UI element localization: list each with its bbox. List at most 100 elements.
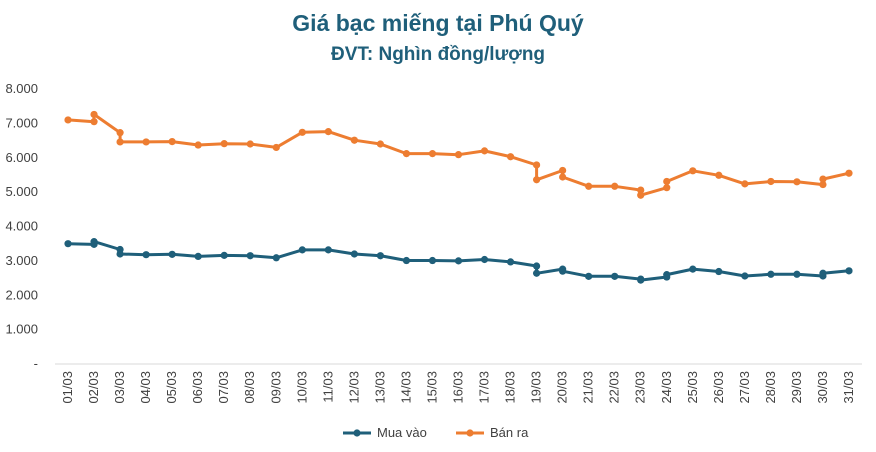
data-point [428,150,437,158]
data-point [559,267,567,275]
data-point [220,140,228,148]
data-point [663,177,671,186]
data-point [376,140,385,148]
data-point [116,138,124,146]
legend-label: Mua vào [377,425,427,440]
data-point [767,177,775,186]
data-point [480,147,489,155]
data-point [585,182,593,190]
x-tick-label: 14/03 [398,371,413,404]
chart-subtitle: ĐVT: Nghìn đồng/lượng [330,44,546,65]
data-point [506,153,515,161]
data-point [272,254,280,262]
data-point [90,118,98,126]
x-tick-label: 10/03 [294,371,309,404]
data-point [350,136,358,144]
data-point [90,238,98,246]
data-point [402,150,411,158]
data-point [663,271,671,279]
y-tick-label: 6.000 [5,150,38,165]
data-point [819,180,827,189]
x-tick-label: 07/03 [216,371,231,404]
x-tick-label: 28/03 [763,371,778,404]
x-tick-label: 26/03 [711,371,726,404]
x-tick-label: 31/03 [841,371,856,404]
data-point [350,250,358,258]
data-point [689,167,697,175]
data-point [142,251,150,259]
x-tick-label: 22/03 [607,371,622,404]
y-tick-label: 7.000 [5,115,38,130]
data-point [168,137,176,146]
x-tick-label: 03/03 [112,371,127,404]
data-point [194,141,202,149]
data-point [116,250,124,258]
legend: Mua vào Bán ra [343,425,529,440]
data-point [715,171,723,179]
x-tick-label: 27/03 [737,371,752,404]
x-tick-label: 23/03 [633,371,648,404]
data-point [845,169,853,177]
data-point [532,176,541,184]
x-tick-label: 08/03 [242,371,257,404]
data-point [741,272,749,280]
data-point [64,116,72,124]
data-point [793,178,801,186]
data-point [480,255,489,264]
x-tick-label: 25/03 [685,371,700,404]
x-tick-label: 09/03 [268,371,283,404]
data-point [611,182,619,190]
y-tick-label: 5.000 [5,184,38,199]
data-point [194,252,202,261]
x-tick-label: 05/03 [164,371,179,404]
data-point [428,256,437,265]
data-point [715,267,723,276]
data-point [376,252,385,260]
x-tick-label: 12/03 [346,371,361,404]
data-point [637,191,645,199]
data-point [663,184,671,192]
y-tick-label: 2.000 [5,287,38,302]
series-lines [66,112,851,282]
data-point [532,262,541,270]
data-point [246,252,254,260]
y-tick-label: 1.000 [5,322,38,337]
x-tick-label: 18/03 [503,371,518,404]
data-point [559,173,567,181]
data-point [793,270,801,278]
data-point [220,251,228,259]
data-point [559,166,567,175]
data-point [532,269,541,277]
data-point [767,270,775,278]
data-point [506,258,515,266]
data-point [637,276,645,284]
x-tick-label: 17/03 [477,371,492,404]
data-point [454,151,463,159]
data-point [116,129,124,137]
data-point [298,128,306,136]
x-tick-label: 13/03 [372,371,387,404]
chart-title: Giá bạc miếng tại Phú Quý [292,10,584,36]
y-tick-label: 4.000 [5,219,38,234]
data-point [168,250,176,258]
series-line-mua-vao [66,240,851,282]
y-tick-label: 8.000 [5,81,38,96]
x-tick-label: 15/03 [424,371,439,404]
data-point [532,161,541,169]
data-point [246,140,254,148]
data-point [298,246,306,254]
data-point [845,267,853,275]
data-point [142,138,150,146]
data-point [611,272,619,280]
legend-label: Bán ra [490,425,529,440]
x-tick-label: 04/03 [138,371,153,404]
data-point [402,256,411,265]
y-tick-label: 3.000 [5,253,38,268]
x-tick-label: 01/03 [60,371,75,404]
x-tick-label: 24/03 [659,371,674,404]
x-axis-ticks: 01/03 02/03 03/03 04/03 05/03 06/03 07/03 08/03… [60,371,856,404]
data-point [819,175,827,183]
x-tick-label: 02/03 [86,371,101,404]
x-tick-label: 11/03 [320,371,335,403]
